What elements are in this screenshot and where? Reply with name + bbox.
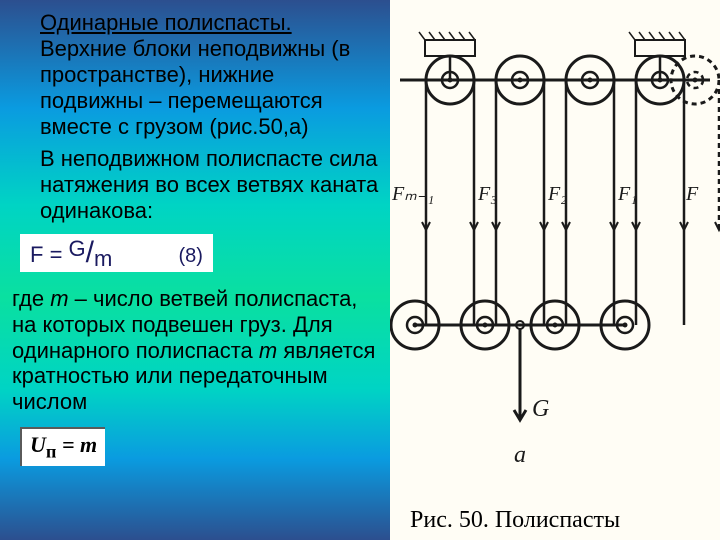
- f1-eq: =: [50, 242, 69, 267]
- formula-1-container: F = G/m (8): [12, 230, 382, 278]
- formula-1: F = G/m (8): [20, 234, 213, 272]
- formula-2: Uп = m: [20, 427, 105, 465]
- svg-text:F₁: F₁: [617, 183, 637, 205]
- title: Одинарные полиспасты.: [40, 10, 292, 35]
- svg-text:G: G: [532, 396, 549, 422]
- diagram-panel: FFF₁F₂F₃Fₘ₋₁Ga Рис. 50. Полиспасты: [390, 0, 720, 540]
- paragraph-3: где m – число ветвей полиспаста, на кото…: [12, 286, 382, 416]
- figure-caption: Рис. 50. Полиспасты: [410, 507, 620, 534]
- svg-text:a: a: [514, 442, 526, 468]
- text-column: Одинарные полиспасты. Верхние блоки непо…: [12, 10, 382, 466]
- p1-body: Верхние блоки неподвижны (в пространстве…: [40, 36, 350, 139]
- f1-number: (8): [178, 245, 202, 267]
- paragraph-2: В неподвижном полиспасте сила натяжения …: [12, 146, 382, 224]
- p3a: где: [12, 286, 50, 311]
- f1-slash: /: [86, 236, 94, 269]
- f1-lhs: F: [30, 242, 43, 267]
- formula-2-container: Uп = m: [12, 421, 382, 465]
- f1-den: m: [94, 246, 112, 271]
- p3-m2: m: [259, 338, 277, 363]
- pulley-diagram: FFF₁F₂F₃Fₘ₋₁Ga: [390, 0, 720, 540]
- p3-m: m: [50, 286, 68, 311]
- slide-root: Одинарные полиспасты. Верхние блоки непо…: [0, 0, 720, 540]
- svg-text:F: F: [685, 183, 699, 205]
- paragraph-1: Одинарные полиспасты. Верхние блоки непо…: [12, 10, 382, 140]
- svg-text:F₃: F₃: [477, 183, 497, 205]
- svg-text:Fₘ₋₁: Fₘ₋₁: [391, 183, 434, 205]
- svg-text:F₂: F₂: [547, 183, 567, 205]
- f1-num: G: [69, 236, 86, 261]
